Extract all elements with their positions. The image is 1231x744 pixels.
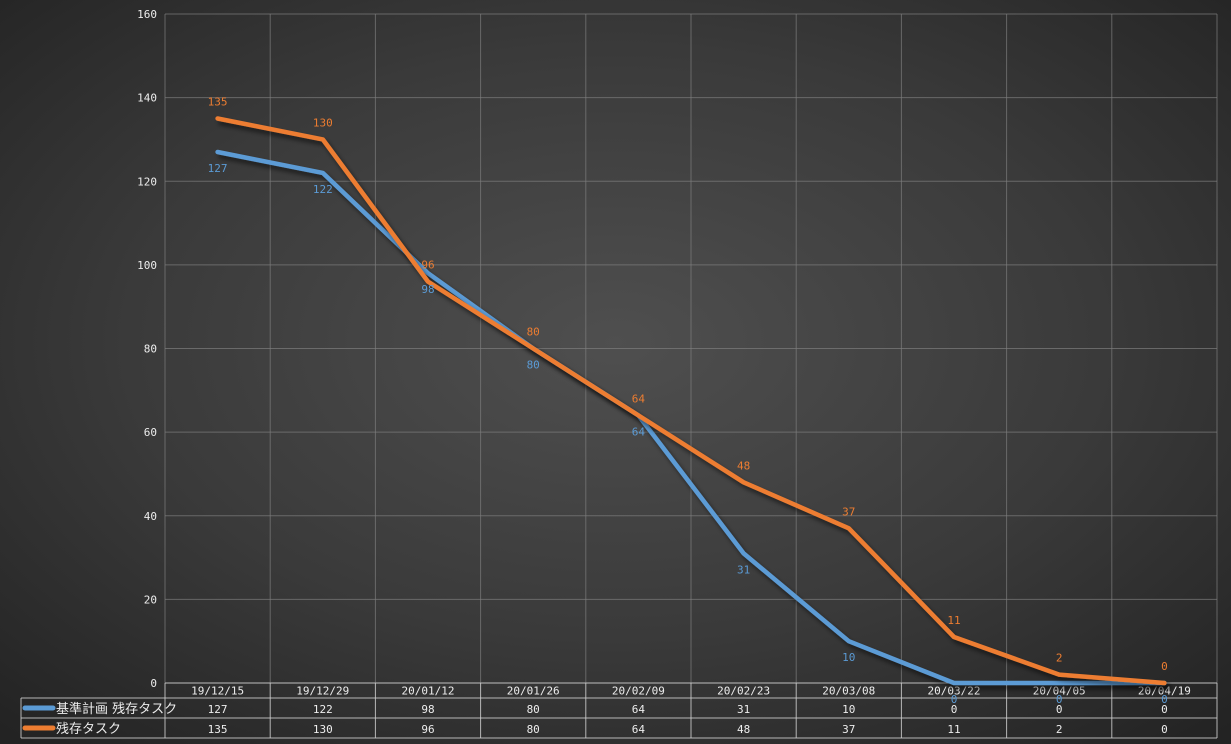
data-label: 48 <box>737 459 750 472</box>
table-value-cell: 31 <box>737 703 750 716</box>
table-value-cell: 80 <box>527 723 540 736</box>
table-value-cell: 98 <box>421 703 434 716</box>
y-tick-label: 140 <box>137 92 157 105</box>
data-label: 130 <box>313 116 333 129</box>
table-value-cell: 80 <box>527 703 540 716</box>
table-value-cell: 0 <box>1161 703 1168 716</box>
table-value-cell: 48 <box>737 723 750 736</box>
y-axis: 0 20 40 60 80 100 120 140 160 <box>137 8 157 690</box>
table-value-cell: 130 <box>313 723 333 736</box>
y-tick-label: 60 <box>144 426 157 439</box>
series-line <box>215 116 1167 686</box>
data-label: 31 <box>737 563 750 576</box>
table-value-cell: 0 <box>951 703 958 716</box>
table-date-label: 20/01/26 <box>507 685 560 698</box>
table-date-label: 20/02/09 <box>612 685 665 698</box>
y-tick-label: 160 <box>137 8 157 21</box>
data-label: 96 <box>421 259 434 272</box>
table-value-cell: 11 <box>947 723 960 736</box>
table-value-cell: 135 <box>208 723 228 736</box>
data-label: 2 <box>1056 652 1063 665</box>
data-label: 11 <box>947 614 960 627</box>
legend-label: 基準計画 残存タスク <box>56 701 177 717</box>
data-label: 0 <box>1056 693 1063 706</box>
table-date-label: 20/03/08 <box>822 685 875 698</box>
y-tick-label: 120 <box>137 175 157 188</box>
table-value-cell: 122 <box>313 703 333 716</box>
y-tick-label: 40 <box>144 510 157 523</box>
table-date-label: 20/02/23 <box>717 685 770 698</box>
data-label: 64 <box>632 425 646 438</box>
data-label: 0 <box>1161 660 1168 673</box>
gridlines <box>164 13 1218 684</box>
table-value-cell: 64 <box>632 703 646 716</box>
table-value-cell: 37 <box>842 723 855 736</box>
data-label: 80 <box>527 359 540 372</box>
data-label: 80 <box>527 326 540 339</box>
data-label: 135 <box>208 96 228 109</box>
table-value-cell: 2 <box>1056 723 1063 736</box>
data-labels: 127 122 98 80 64 31 10 0 0 0 135 130 96 80 64 48 37 11 2 0 <box>208 96 1168 706</box>
data-label: 127 <box>208 162 228 175</box>
legend-label: 残存タスク <box>56 722 121 737</box>
table-date-label: 20/01/12 <box>402 685 455 698</box>
data-label: 0 <box>1161 693 1168 706</box>
table-value-cell: 64 <box>632 723 646 736</box>
series-lines <box>215 116 1167 686</box>
data-label: 10 <box>842 651 855 664</box>
data-label: 122 <box>313 183 333 196</box>
data-table-text: 19/12/15 19/12/29 20/01/12 20/01/26 20/02/09… <box>22 685 1191 737</box>
table-date-label: 19/12/15 <box>191 685 244 698</box>
table-date-label: 20/04/19 <box>1138 685 1191 698</box>
table-date-label: 20/04/05 <box>1033 685 1086 698</box>
table-date-label: 19/12/29 <box>296 685 349 698</box>
data-label: 98 <box>421 283 434 296</box>
data-label: 37 <box>842 505 855 518</box>
table-value-cell: 127 <box>208 703 228 716</box>
y-tick-label: 80 <box>144 343 157 356</box>
table-value-cell: 0 <box>1161 723 1168 736</box>
table-date-label: 20/03/22 <box>928 685 981 698</box>
data-label: 0 <box>951 693 958 706</box>
y-tick-label: 100 <box>137 259 157 272</box>
table-value-cell: 96 <box>421 723 434 736</box>
data-table <box>20 682 1218 739</box>
y-tick-label: 20 <box>144 593 157 606</box>
data-label: 64 <box>632 392 646 405</box>
y-tick-label: 0 <box>150 677 157 690</box>
series-line <box>215 149 1167 686</box>
table-value-cell: 0 <box>1056 703 1063 716</box>
table-value-cell: 10 <box>842 703 855 716</box>
